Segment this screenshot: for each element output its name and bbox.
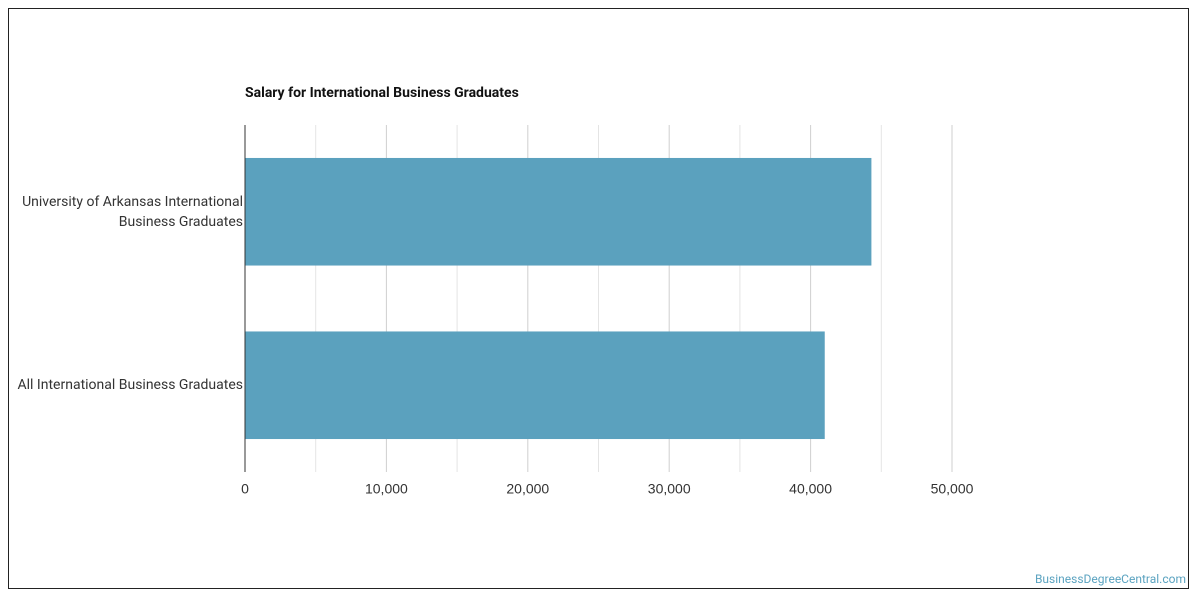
bar xyxy=(245,331,825,440)
x-tick-label: 10,000 xyxy=(365,481,408,497)
x-tick-label: 30,000 xyxy=(648,481,691,497)
x-tick-label: 0 xyxy=(241,481,249,497)
x-tick-label: 20,000 xyxy=(506,481,549,497)
chart-title: Salary for International Business Gradua… xyxy=(245,85,519,101)
frame xyxy=(8,8,1189,589)
category-label: University of Arkansas International Bus… xyxy=(22,193,243,230)
source: BusinessDegreeCentral.com xyxy=(1034,572,1186,586)
x-tick-label: 50,000 xyxy=(931,481,974,497)
category-label: All International Business Graduates xyxy=(17,377,243,394)
bar xyxy=(245,157,872,266)
x-tick-label: 40,000 xyxy=(789,481,832,497)
